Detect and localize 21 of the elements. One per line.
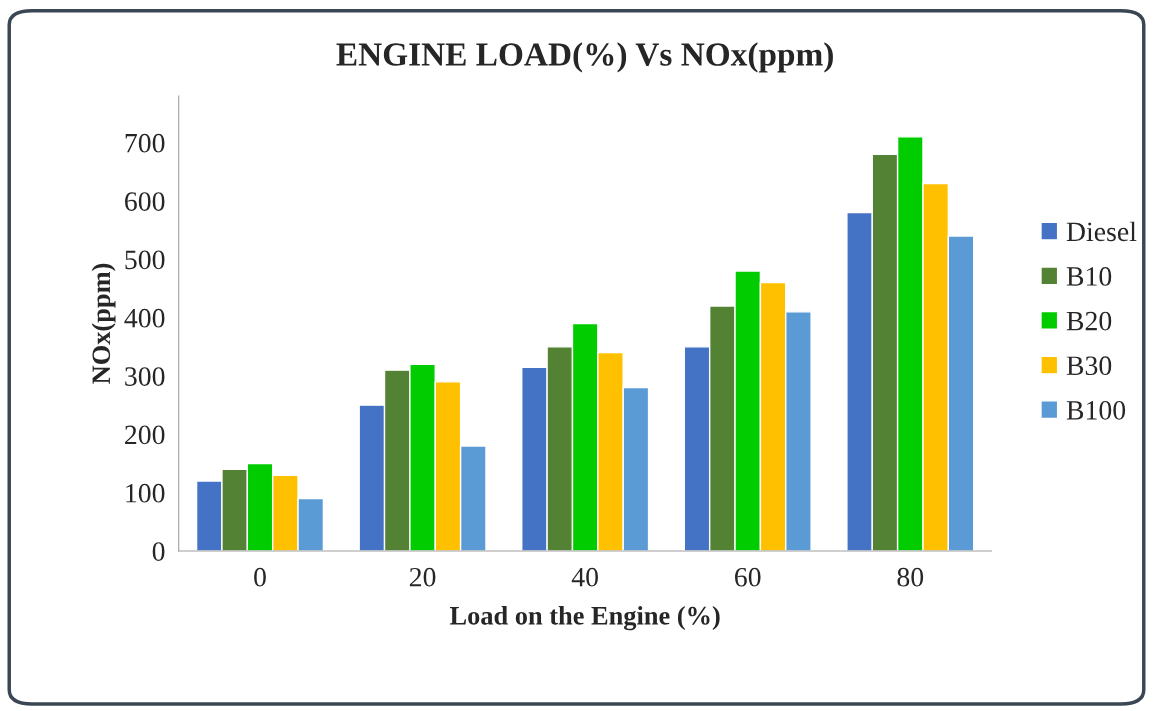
y-tick-label: 500	[125, 250, 165, 270]
x-tick-label: 40	[571, 567, 598, 587]
x-axis-title: Load on the Engine (%)	[449, 606, 720, 631]
y-tick-label: 0	[152, 542, 165, 561]
x-tick-label: 80	[897, 567, 924, 587]
x-tick-label: 20	[409, 567, 436, 587]
y-tick-label: 400	[124, 308, 165, 328]
x-tick-label: 0	[254, 567, 266, 587]
y-axis-title: NOx(ppm)	[91, 263, 116, 384]
y-tick-label: 300	[125, 367, 165, 386]
y-tick-label: 200	[125, 425, 165, 445]
y-tick-label: 100	[126, 483, 165, 503]
legend-label: B10	[1066, 267, 1112, 286]
chart-title: ENGINE LOAD(%) Vs NOx(ppm)	[336, 42, 833, 73]
legend-label: Diesel	[1066, 221, 1137, 242]
legend-label: B30	[1066, 356, 1112, 376]
y-tick-label: 600	[125, 192, 165, 211]
y-tick-label: 700	[125, 133, 165, 153]
legend-label: B20	[1066, 311, 1112, 331]
legend-label: B100	[1066, 400, 1126, 420]
x-tick-label: 60	[735, 567, 761, 587]
